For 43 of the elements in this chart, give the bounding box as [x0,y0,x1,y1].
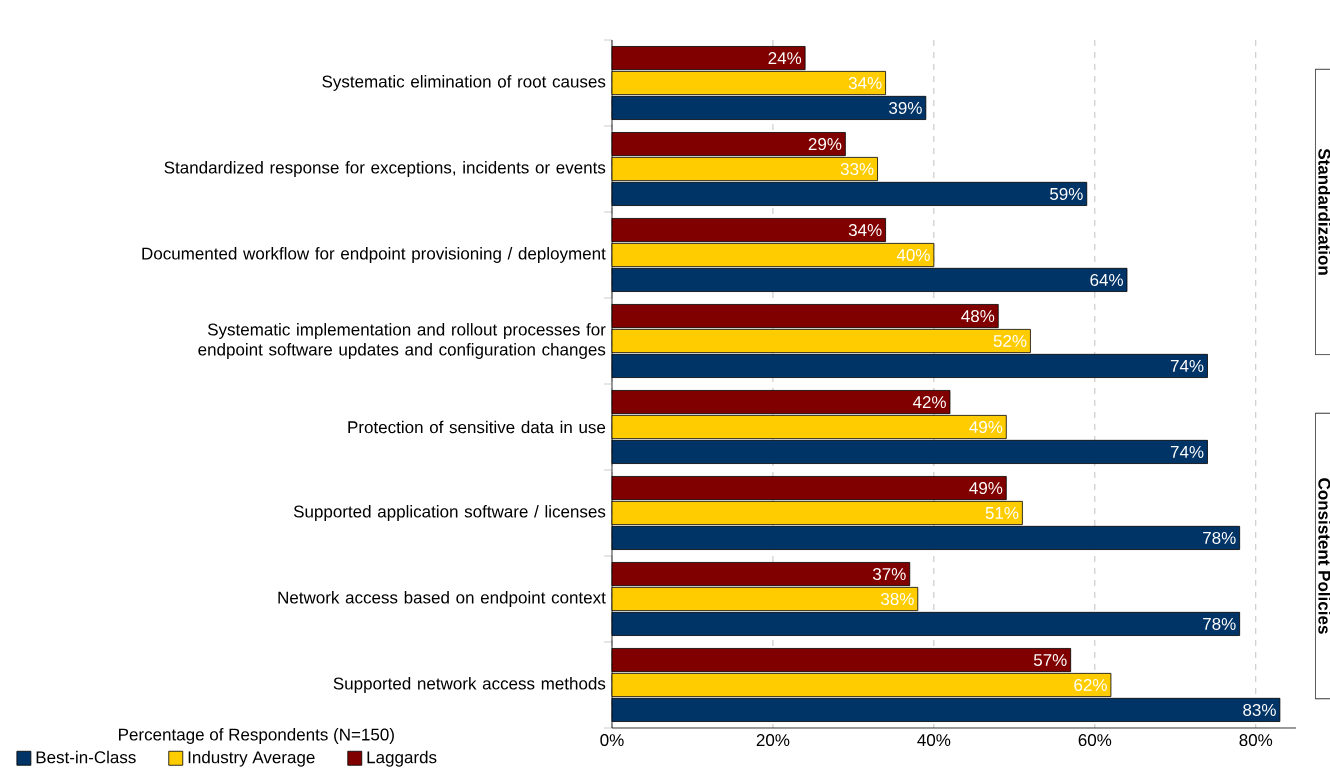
data-label: 74% [1170,445,1204,458]
data-label: 64% [1090,273,1123,286]
y-tick-label: Protection of sensitive data in use [348,420,606,434]
data-label: 62% [1074,678,1107,691]
data-label: 57% [1033,654,1067,667]
text: Standardization [1318,148,1330,275]
data-label: 42% [912,396,946,409]
y-tick-label: Supported application software / licenses [293,505,606,521]
data-label: 83% [1243,703,1276,716]
y-tick-label: Supported network access methods [333,677,606,693]
data-label: 33% [840,163,874,176]
data-label: 59% [1050,187,1083,200]
data-label: 39% [889,101,922,114]
y-tick-label: Systematic elimination of root causes [322,75,606,91]
x-tick-label: 40% [917,734,951,747]
x-tick-label: 20% [756,734,790,747]
data-label: 40% [896,249,930,262]
data-label: 34% [848,77,882,90]
data-label: 74% [1170,359,1204,372]
y-tick-label: Systematic implementation and rollout processes for endpoint software updates and configuration changes [198,323,606,359]
data-label: 78% [1203,531,1236,544]
data-label: 29% [808,138,842,151]
data-label: 49% [969,482,1003,495]
data-label: 49% [969,420,1003,434]
data-label: 48% [961,310,995,323]
text: Consistent Policies [1318,478,1330,634]
data-label: 34% [848,224,882,237]
data-label: 78% [1203,617,1236,630]
data-label: 24% [768,52,802,65]
data-label: 38% [881,592,914,605]
x-axis-title: Percentage of Respondents (N=150) [119,728,394,744]
data-label: 52% [993,334,1027,348]
x-tick-label: 80% [1239,734,1273,747]
legend-label: Best-in-Class [36,750,136,764]
data-label: 51% [985,507,1019,519]
legend-label: Industry Average [188,750,315,767]
x-tick-label: 60% [1078,734,1112,747]
data-label: 37% [872,568,906,581]
legend-label: Laggards [367,750,437,767]
y-tick-label: Standardized response for exceptions, incidents or events [164,161,606,177]
x-tick-label: 0% [600,734,624,747]
y-tick-label: Network access based on endpoint context [278,591,606,607]
y-tick-label: Documented workflow for endpoint provisioning / deployment [142,247,606,263]
